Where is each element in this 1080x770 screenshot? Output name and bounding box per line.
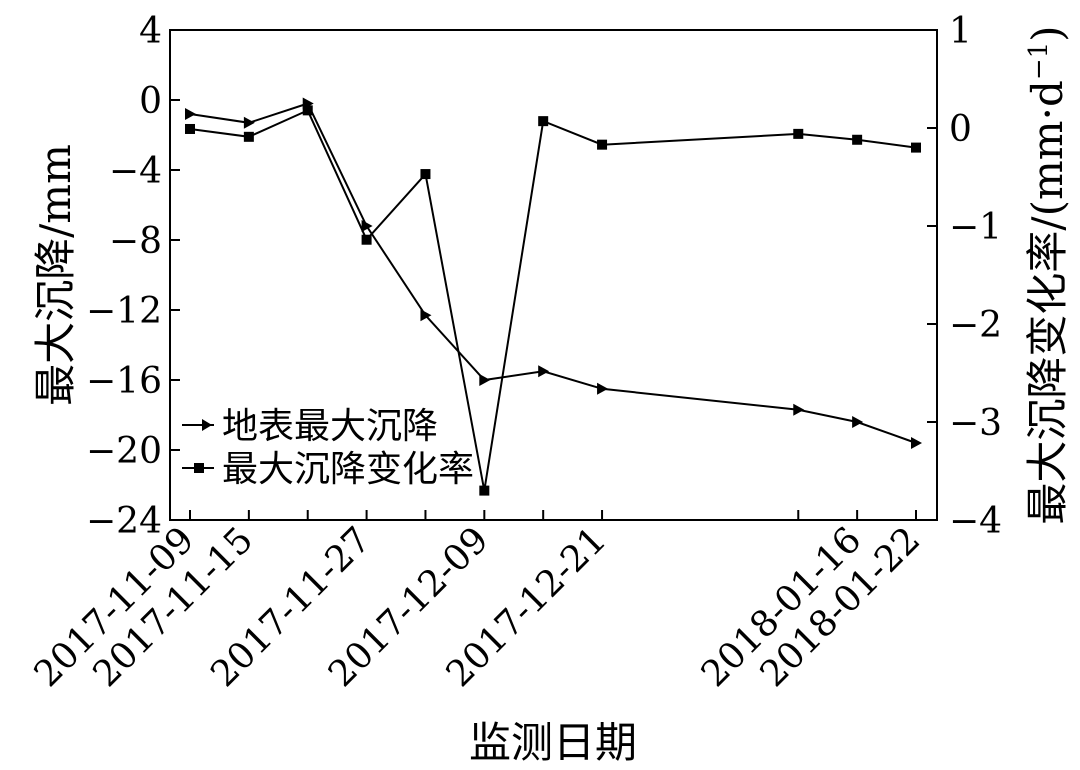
data-point-triangle xyxy=(538,365,550,378)
x-axis-title: 监测日期 xyxy=(469,718,637,767)
y-left-tick-label: −20 xyxy=(86,431,162,472)
data-point-square xyxy=(361,234,372,245)
y-right-tick-label: −4 xyxy=(949,501,1002,542)
data-point-triangle xyxy=(479,374,491,386)
data-point-square xyxy=(852,134,863,145)
data-point-square xyxy=(597,139,608,150)
legend-marker-square xyxy=(194,463,204,473)
y-axis-right-title-main: 最大沉降变化率/(mm·d xyxy=(1023,80,1072,524)
y-left-tick-label: 0 xyxy=(139,81,162,122)
y-left-tick-label: −24 xyxy=(86,501,162,542)
y-axis-right-title-tail: ) xyxy=(1023,25,1072,41)
data-point-triangle xyxy=(185,108,196,120)
data-point-square xyxy=(793,128,804,139)
right-y-axis: 1 0 −1 −2 −3 −4 xyxy=(927,11,1002,542)
left-y-axis: 4 0 −4 −8 −12 −16 −20 −24 xyxy=(86,11,180,542)
plot-frame xyxy=(169,29,938,521)
legend-label-settlement: 地表最大沉降 xyxy=(222,406,438,447)
data-point-square xyxy=(243,131,254,142)
data-point-square xyxy=(420,169,431,180)
y-right-tick-label: −1 xyxy=(949,207,1002,248)
data-point-square xyxy=(185,123,195,134)
data-point-triangle xyxy=(420,309,432,322)
data-point-triangle xyxy=(911,437,922,449)
legend-label-rate: 最大沉降变化率 xyxy=(222,449,474,490)
y-right-tick-label: −3 xyxy=(949,403,1002,444)
data-point-triangle xyxy=(243,116,255,129)
y-right-tick-label: 0 xyxy=(949,109,972,150)
legend: 地表最大沉降 最大沉降变化率 xyxy=(182,406,474,490)
y-left-tick-label: 4 xyxy=(139,11,162,52)
data-point-triangle xyxy=(793,403,805,416)
series-layer xyxy=(185,97,922,496)
data-point-square xyxy=(302,105,313,116)
data-point-triangle xyxy=(361,220,373,232)
data-point-square xyxy=(479,485,490,496)
data-point-triangle xyxy=(852,416,864,428)
y-axis-right-title-sup: −1 xyxy=(1024,42,1054,80)
data-point-square xyxy=(538,116,549,127)
y-right-tick-label: 1 xyxy=(949,11,972,52)
y-axis-right-title: 最大沉降变化率/(mm·d−1) xyxy=(1023,25,1072,524)
y-left-tick-label: −8 xyxy=(109,221,162,262)
y-right-tick-label: −2 xyxy=(949,305,1002,346)
data-point-triangle xyxy=(597,382,609,395)
y-left-tick-label: −16 xyxy=(86,361,162,402)
y-left-tick-label: −12 xyxy=(86,291,162,332)
x-axis: 2017-11-092017-11-152017-11-272017-12-09… xyxy=(27,510,928,695)
y-axis-left-title: 最大沉降/mm xyxy=(31,144,80,406)
data-point-square xyxy=(911,142,921,153)
series-line-0 xyxy=(189,102,917,444)
y-left-tick-label: −4 xyxy=(109,151,162,192)
legend-marker-triangle xyxy=(202,419,212,431)
